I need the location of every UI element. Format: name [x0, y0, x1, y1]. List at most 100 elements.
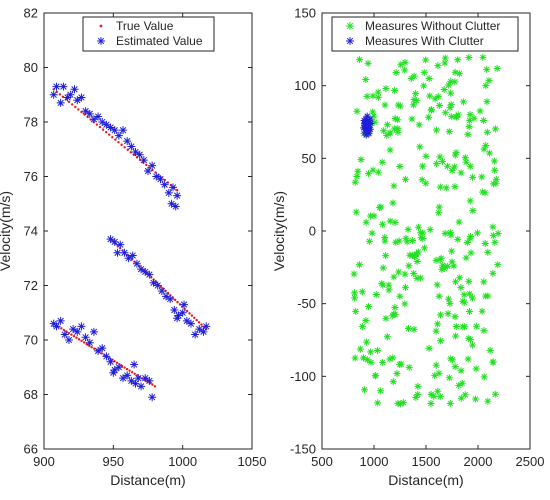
measure-without-clutter-point: [354, 167, 362, 175]
measure-without-clutter-point: [481, 239, 489, 247]
measure-without-clutter-point: [363, 356, 371, 364]
right-x-tick-label: 1500: [412, 454, 441, 469]
estimated-value-point: [102, 352, 111, 361]
estimated-value-point: [144, 167, 152, 176]
measure-without-clutter-point: [480, 327, 488, 335]
left-legend-label: True Value: [116, 19, 174, 33]
measure-without-clutter-point: [415, 223, 423, 231]
true-value-point: [117, 141, 120, 144]
measure-without-clutter-point: [409, 101, 417, 109]
measure-without-clutter-point: [466, 233, 474, 241]
estimated-value-point: [52, 322, 61, 331]
measure-without-clutter-point: [436, 183, 444, 191]
measure-with-clutter-point: [363, 112, 371, 120]
right-y-tick-label: 100: [294, 78, 316, 93]
right-legend-label: Measures With Clutter: [365, 34, 484, 48]
left-x-tick-label: 1050: [238, 454, 267, 469]
measure-without-clutter-point: [486, 346, 494, 354]
measure-without-clutter-point: [435, 101, 443, 109]
measure-without-clutter-point: [482, 141, 490, 149]
estimated-value-point: [52, 82, 61, 91]
measure-without-clutter-point: [410, 96, 418, 104]
estimated-value-point: [170, 306, 179, 315]
measure-without-clutter-point: [389, 354, 397, 362]
measure-without-clutter-point: [417, 229, 425, 237]
measure-without-clutter-point: [466, 307, 474, 315]
measure-without-clutter-point: [385, 286, 393, 294]
measure-without-clutter-point: [457, 367, 465, 375]
measure-without-clutter-point: [494, 261, 502, 269]
measure-without-clutter-point: [381, 101, 389, 109]
measure-without-clutter-point: [394, 101, 402, 109]
left-y-tick-label: 78: [24, 115, 38, 130]
measure-with-clutter-point: [365, 117, 373, 125]
estimated-value-point: [160, 180, 169, 189]
measure-without-clutter-point: [385, 281, 393, 289]
measure-without-clutter-point: [370, 212, 378, 220]
measure-without-clutter-point: [391, 304, 399, 312]
estimated-value-point: [56, 98, 65, 107]
right-x-axis-title: Distance(m): [388, 472, 463, 488]
measure-without-clutter-point: [371, 372, 379, 380]
measure-without-clutter-point: [438, 265, 446, 273]
right-y-tick-label: -50: [297, 296, 316, 311]
true-value-point: [58, 93, 62, 96]
measure-without-clutter-point: [478, 173, 486, 181]
estimated-value-point: [56, 316, 65, 325]
measure-without-clutter-point: [374, 93, 382, 101]
measure-without-clutter-point: [364, 59, 372, 67]
measure-without-clutter-point: [413, 274, 421, 282]
measure-without-clutter-point: [434, 93, 442, 101]
measure-without-clutter-point: [379, 264, 387, 272]
estimated-value-point: [77, 93, 86, 102]
measure-without-clutter-point: [445, 81, 453, 89]
estimated-value-point: [148, 393, 157, 402]
measure-without-clutter-point: [401, 300, 409, 308]
true-value-point: [197, 321, 201, 324]
measure-without-clutter-point: [422, 56, 430, 64]
true-value-point: [100, 352, 103, 355]
right-y-tick-label: 50: [302, 151, 316, 166]
measure-without-clutter-point: [426, 226, 434, 234]
measure-without-clutter-point: [476, 107, 484, 115]
measure-without-clutter-point: [389, 378, 397, 386]
measure-without-clutter-point: [448, 167, 456, 175]
true-value-point: [195, 318, 198, 322]
estimated-value-point: [102, 120, 111, 129]
measure-without-clutter-point: [433, 281, 441, 289]
measure-without-clutter-point: [466, 162, 474, 170]
measure-without-clutter-point: [392, 69, 400, 77]
true-value-point: [95, 123, 99, 126]
measure-without-clutter-point: [436, 392, 444, 400]
measure-without-clutter-point: [362, 218, 370, 226]
measure-without-clutter-point: [450, 262, 458, 270]
true-value-point: [123, 366, 126, 369]
measure-without-clutter-point: [351, 294, 359, 302]
measure-with-clutter-point: [364, 127, 372, 135]
measure-without-clutter-point: [465, 277, 473, 285]
true-value-point: [80, 339, 83, 343]
measure-without-clutter-point: [353, 173, 361, 181]
true-value-point: [200, 323, 203, 326]
estimated-value-point: [128, 251, 137, 260]
measure-without-clutter-point: [402, 234, 410, 242]
estimated-value-point: [89, 115, 98, 124]
measure-without-clutter-point: [445, 374, 453, 382]
measure-without-clutter-point: [404, 225, 412, 233]
measure-without-clutter-point: [420, 82, 428, 90]
left-legend-item: True Value: [99, 19, 174, 33]
measure-without-clutter-point: [466, 197, 474, 205]
true-value-point: [61, 95, 65, 99]
measures-with-clutter-series: [360, 112, 375, 139]
estimated-value-point: [123, 137, 132, 146]
estimated-value-point: [49, 90, 58, 99]
measure-without-clutter-point: [391, 115, 399, 123]
estimated-value-point: [123, 371, 132, 380]
measure-without-clutter-point: [435, 203, 443, 211]
left-legend-item: Estimated Value: [97, 34, 203, 48]
measure-without-clutter-point: [386, 217, 394, 225]
measure-without-clutter-point: [386, 146, 394, 154]
estimated-value-point: [149, 278, 158, 287]
true-value-point: [108, 133, 111, 136]
measure-without-clutter-point: [391, 86, 399, 94]
